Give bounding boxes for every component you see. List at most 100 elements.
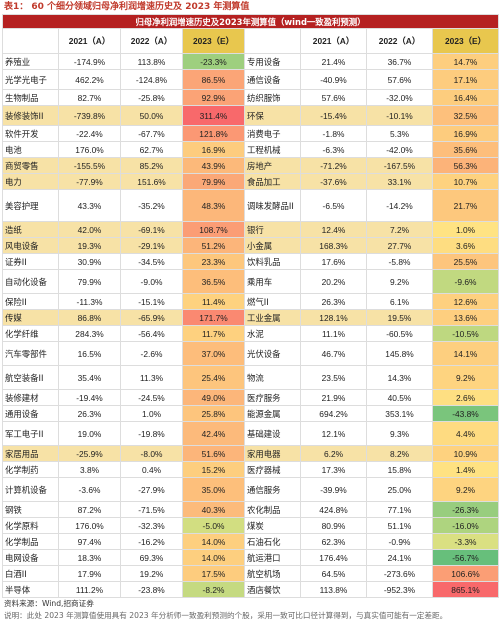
- table-row: 家居用品 -25.9% -8.0% 51.6% 家用电器 6.2% 8.2% 10.9%: [2, 445, 499, 462]
- value-cell-a22: -124.8%: [120, 69, 183, 90]
- header-2022: 2022（A）: [120, 28, 183, 54]
- industry-name-cell: 传媒: [2, 309, 59, 326]
- value-cell-e23: 14.0%: [182, 533, 245, 550]
- value-cell-a22: 5.3%: [366, 125, 433, 142]
- value-cell-a21: 26.3%: [300, 293, 367, 310]
- industry-name-cell: 饮料乳品: [244, 253, 301, 270]
- value-cell-a22: -0.9%: [366, 533, 433, 550]
- industry-name-cell: 航空装备II: [2, 365, 59, 390]
- value-cell-a22: 51.1%: [366, 517, 433, 534]
- value-cell-a22: -56.4%: [120, 325, 183, 342]
- value-cell-a21: 62.3%: [300, 533, 367, 550]
- value-cell-e23: 48.3%: [182, 189, 245, 222]
- industry-name-cell: 软件开发: [2, 125, 59, 142]
- value-cell-a22: -16.2%: [120, 533, 183, 550]
- value-cell-a21: 176.4%: [300, 549, 367, 566]
- industry-name-cell: 军工电子II: [2, 421, 59, 446]
- value-cell-a21: -174.9%: [58, 53, 121, 70]
- value-cell-e23: -8.2%: [182, 581, 245, 598]
- value-cell-a21: 176.0%: [58, 141, 121, 158]
- value-cell-a21: 57.6%: [300, 89, 367, 106]
- value-cell-a21: -6.5%: [300, 189, 367, 222]
- industry-name-cell: 白酒II: [2, 565, 59, 582]
- value-cell-a21: 3.8%: [58, 461, 121, 478]
- value-cell-e23: -5.0%: [182, 517, 245, 534]
- industry-name-cell: 风电设备: [2, 237, 59, 254]
- value-cell-a21: 11.1%: [300, 325, 367, 342]
- value-cell-a22: 0.4%: [120, 461, 183, 478]
- value-cell-a22: 11.3%: [120, 365, 183, 390]
- table-row: 自动化设备 79.9% -9.0% 36.5% 乘用车 20.2% 9.2% -9.6%: [2, 269, 499, 294]
- value-cell-a22: -34.5%: [120, 253, 183, 270]
- value-cell-a22: -65.9%: [120, 309, 183, 326]
- industry-name-cell: 计算机设备: [2, 477, 59, 502]
- value-cell-a22: 50.0%: [120, 105, 183, 126]
- value-cell-a22: -32.0%: [366, 89, 433, 106]
- value-cell-e23: 10.7%: [432, 173, 499, 190]
- value-cell-a21: -40.9%: [300, 69, 367, 90]
- value-cell-a21: 46.7%: [300, 341, 367, 366]
- value-cell-a22: 19.2%: [120, 565, 183, 582]
- value-cell-a21: 35.4%: [58, 365, 121, 390]
- value-cell-e23: 2.6%: [432, 389, 499, 406]
- value-cell-a22: -35.2%: [120, 189, 183, 222]
- table-row: 计算机设备 -3.6% -27.9% 35.0% 通信服务 -39.9% 25.0% 9.2%: [2, 477, 499, 502]
- value-cell-a22: 7.2%: [366, 221, 433, 238]
- industry-name-cell: 能源金属: [244, 405, 301, 422]
- table-row: 钢铁 87.2% -71.5% 40.3% 农化制品 424.8% 77.1% -26.3%: [2, 501, 499, 518]
- value-cell-a21: 30.9%: [58, 253, 121, 270]
- value-cell-e23: 13.6%: [432, 309, 499, 326]
- value-cell-a22: -9.0%: [120, 269, 183, 294]
- value-cell-a21: 64.5%: [300, 565, 367, 582]
- table-caption: 表1： 60 个细分领域归母净利润增速历史及 2023 年测算值: [4, 2, 250, 12]
- value-cell-a22: 9.2%: [366, 269, 433, 294]
- value-cell-e23: 35.6%: [432, 141, 499, 158]
- table-row: 传媒 86.8% -65.9% 171.7% 工业金属 128.1% 19.5% 13.6%: [2, 309, 499, 326]
- table-row: 电网设备 18.3% 69.3% 14.0% 航运港口 176.4% 24.1% -56.7%: [2, 549, 499, 566]
- table-row: 装修建材 -19.4% -24.5% 49.0% 医疗服务 21.9% 40.5% 2.6%: [2, 389, 499, 406]
- table-row: 化学制药 3.8% 0.4% 15.2% 医疗器械 17.3% 15.8% 1.4%: [2, 461, 499, 478]
- value-cell-a21: 23.5%: [300, 365, 367, 390]
- value-cell-a21: 20.2%: [300, 269, 367, 294]
- industry-name-cell: 家居用品: [2, 445, 59, 462]
- table-row: 化学制品 97.4% -16.2% 14.0% 石油石化 62.3% -0.9% -3.3%: [2, 533, 499, 550]
- value-cell-e23: 79.9%: [182, 173, 245, 190]
- value-cell-a22: 151.6%: [120, 173, 183, 190]
- value-cell-e23: 56.3%: [432, 157, 499, 174]
- table-row: 电池 176.0% 62.7% 16.9% 工程机械 -6.3% -42.0% 35.6%: [2, 141, 499, 158]
- value-cell-a21: 694.2%: [300, 405, 367, 422]
- value-cell-e23: 11.4%: [182, 293, 245, 310]
- table-row: 白酒II 17.9% 19.2% 17.5% 航空机场 64.5% -273.6% 106.6…: [2, 565, 499, 582]
- value-cell-e23: 4.4%: [432, 421, 499, 446]
- value-cell-a22: -8.0%: [120, 445, 183, 462]
- industry-name-cell: 化学原料: [2, 517, 59, 534]
- value-cell-e23: 16.9%: [182, 141, 245, 158]
- value-cell-a21: 16.5%: [58, 341, 121, 366]
- value-cell-e23: 16.4%: [432, 89, 499, 106]
- value-cell-a21: 17.9%: [58, 565, 121, 582]
- value-cell-a22: 62.7%: [120, 141, 183, 158]
- industry-name-cell: 光学光电子: [2, 69, 59, 90]
- value-cell-a22: 6.1%: [366, 293, 433, 310]
- industry-name-cell: 装修装饰II: [2, 105, 59, 126]
- value-cell-a22: -2.6%: [120, 341, 183, 366]
- value-cell-a22: -23.8%: [120, 581, 183, 598]
- value-cell-a21: 12.4%: [300, 221, 367, 238]
- industry-name-cell: 房地产: [244, 157, 301, 174]
- value-cell-a21: -19.4%: [58, 389, 121, 406]
- value-cell-a21: 21.9%: [300, 389, 367, 406]
- value-cell-a21: 97.4%: [58, 533, 121, 550]
- value-cell-a21: -25.9%: [58, 445, 121, 462]
- header-blank: [244, 28, 301, 54]
- value-cell-a21: -15.4%: [300, 105, 367, 126]
- value-cell-e23: 10.9%: [432, 445, 499, 462]
- table-row: 美容护理 43.3% -35.2% 48.3% 调味发酵品II -6.5% -14.2% 21…: [2, 189, 499, 222]
- value-cell-a21: -1.8%: [300, 125, 367, 142]
- value-cell-e23: 35.0%: [182, 477, 245, 502]
- value-cell-a22: 353.1%: [366, 405, 433, 422]
- value-cell-a22: 9.3%: [366, 421, 433, 446]
- value-cell-a21: 19.3%: [58, 237, 121, 254]
- value-cell-a21: 26.3%: [58, 405, 121, 422]
- value-cell-a21: 18.3%: [58, 549, 121, 566]
- value-cell-e23: 1.0%: [432, 221, 499, 238]
